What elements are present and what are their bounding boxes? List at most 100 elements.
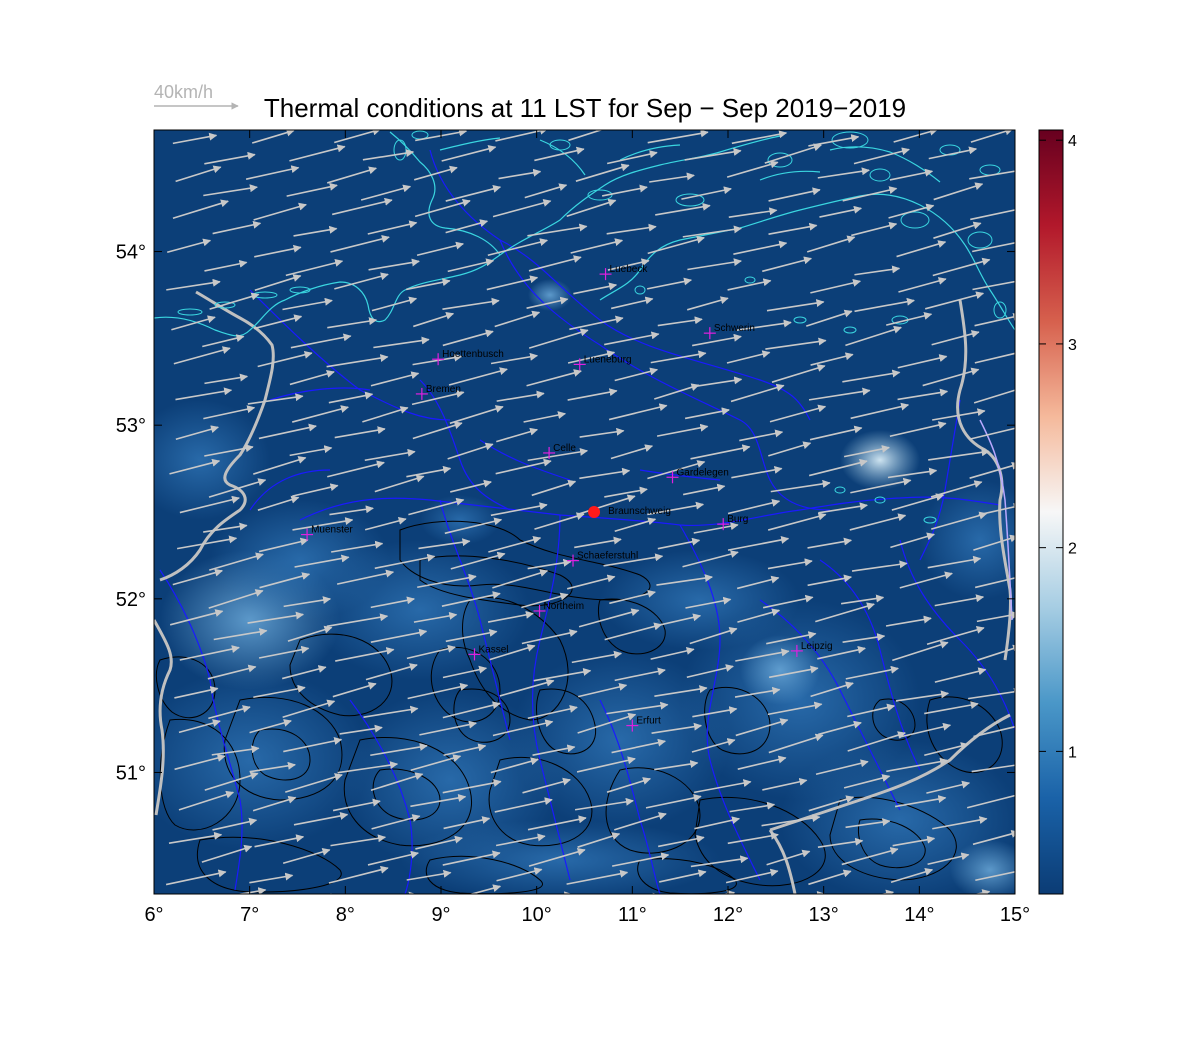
wind-vector: [815, 602, 875, 623]
wind-vector: [211, 745, 260, 756]
wind-vector: [443, 743, 487, 757]
wind-vector: [368, 258, 420, 271]
wind-vector: [360, 184, 412, 201]
wind-vector: [334, 272, 389, 290]
wind-vector: [806, 309, 853, 327]
wind-vector: [926, 626, 985, 646]
wind-vector: [650, 646, 695, 660]
wind-vector: [253, 314, 303, 330]
wind-vector: [178, 719, 221, 734]
wind-vector: [575, 163, 630, 182]
wind-vector: [810, 681, 854, 698]
wind-vector: [932, 257, 991, 277]
wind-vector: [495, 130, 549, 142]
wind-vector: [487, 610, 534, 623]
wind-vector: [412, 353, 463, 366]
wind-vector: [212, 220, 262, 235]
wind-vector: [899, 571, 953, 589]
city-marker: Schwerin: [703, 323, 755, 340]
wind-vector: [413, 611, 458, 623]
x-tick-label: 12°: [713, 904, 743, 926]
wind-vector: [842, 633, 886, 643]
wind-vector: [845, 818, 891, 829]
wind-vector: [974, 577, 1015, 589]
wind-vector: [761, 814, 821, 827]
wind-vector: [691, 738, 736, 753]
city-label: Leipzig: [801, 641, 833, 652]
wind-vector: [329, 505, 374, 516]
wind-vector: [690, 444, 751, 460]
wind-vector: [602, 184, 648, 197]
city-label: Lueneburg: [584, 354, 632, 365]
wind-vector: [282, 297, 333, 311]
wind-vector: [647, 130, 709, 144]
x-tick-label: 10°: [522, 904, 552, 926]
wind-vector: [769, 404, 827, 423]
wind-vector: [204, 373, 249, 385]
wind-vector: [931, 330, 980, 346]
wind-vector: [418, 538, 471, 550]
wind-vector: [739, 429, 784, 442]
wind-vector: [689, 627, 738, 645]
wind-vector: [254, 274, 302, 291]
wind-vector: [577, 494, 636, 516]
wind-vector: [610, 296, 654, 310]
wind-vector: [570, 238, 624, 254]
wind-vector: [969, 170, 1015, 180]
wind-vector: [574, 536, 622, 549]
wind-vector: [490, 757, 539, 774]
wind-vector: [416, 241, 464, 257]
x-tick-label: 14°: [904, 904, 934, 926]
wind-vector: [851, 560, 908, 572]
wind-vector: [768, 733, 824, 754]
wind-vector: [765, 337, 827, 350]
figure-title: Thermal conditions at 11 LST for Sep − S…: [264, 93, 906, 123]
wind-vector: [172, 568, 223, 586]
wind-vector: [445, 184, 502, 202]
city-label: Muenster: [311, 525, 353, 536]
wind-vector: [974, 313, 1015, 327]
city-markers: Luebeck Schwerin Hoettenbusch Lueneburg Brem…: [301, 264, 833, 732]
wind-vector: [166, 238, 212, 254]
wind-vector: [293, 812, 349, 826]
wind-vector: [371, 296, 418, 312]
wind-vector: [932, 816, 988, 830]
wind-vector: [658, 834, 705, 848]
wind-vector: [888, 203, 935, 219]
wind-vector: [969, 461, 1015, 479]
highlight-site-marker: [588, 506, 601, 518]
wind-vector: [374, 474, 425, 493]
wind-vector: [973, 889, 991, 894]
wind-vector: [577, 832, 621, 848]
wind-vector: [576, 756, 636, 773]
wind-vector: [334, 426, 386, 439]
wind-vector: [294, 554, 350, 568]
city-label: Hoettenbusch: [442, 349, 504, 360]
wind-vector: [973, 386, 1015, 404]
wind-vector: [974, 352, 1015, 364]
wind-vector: [442, 329, 494, 347]
wind-vector: [487, 238, 549, 257]
wind-vector: [522, 777, 571, 794]
wind-vector: [332, 681, 377, 698]
wind-vector: [408, 891, 418, 894]
wind-vector: [407, 682, 469, 700]
wind-vector: [442, 701, 501, 719]
wind-vector: [770, 479, 831, 493]
wind-vector: [257, 350, 313, 368]
highlight-site-label: Braunschweig: [608, 506, 671, 517]
wind-vector: [336, 569, 395, 585]
wind-vector: [889, 421, 947, 438]
wind-vector: [441, 145, 497, 162]
city-marker: Lueneburg: [573, 354, 632, 371]
wind-vector: [178, 790, 235, 811]
wind-vector: [292, 517, 354, 531]
wind-vector: [767, 512, 827, 531]
wind-vector: [854, 265, 901, 276]
wind-vector: [818, 720, 862, 736]
wind-vector: [490, 502, 548, 517]
city-label: Bremen: [426, 384, 461, 395]
wind-vector: [249, 718, 292, 734]
wind-vector: [817, 645, 866, 660]
